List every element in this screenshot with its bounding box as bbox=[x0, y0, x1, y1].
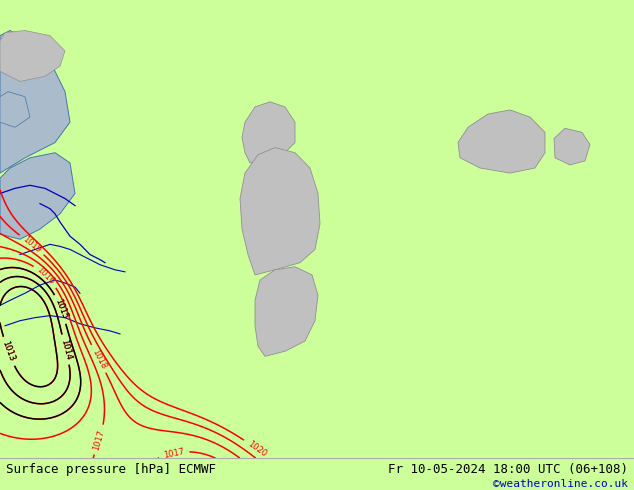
Text: 1015: 1015 bbox=[53, 298, 69, 320]
Text: 1020: 1020 bbox=[245, 439, 268, 459]
Polygon shape bbox=[255, 267, 318, 356]
Text: 1016: 1016 bbox=[35, 266, 56, 287]
Polygon shape bbox=[0, 30, 70, 173]
Text: 1014: 1014 bbox=[59, 338, 72, 361]
Polygon shape bbox=[554, 128, 590, 165]
Polygon shape bbox=[240, 147, 320, 275]
Polygon shape bbox=[0, 30, 65, 81]
Text: Fr 10-05-2024 18:00 UTC (06+108): Fr 10-05-2024 18:00 UTC (06+108) bbox=[387, 463, 628, 476]
Text: 1015: 1015 bbox=[53, 298, 69, 320]
Polygon shape bbox=[458, 110, 545, 173]
Text: 1014: 1014 bbox=[59, 338, 72, 361]
Text: 1017: 1017 bbox=[92, 428, 107, 451]
Text: 1013: 1013 bbox=[1, 340, 16, 363]
Polygon shape bbox=[0, 92, 30, 127]
Text: 1019: 1019 bbox=[21, 235, 43, 255]
Text: 1013: 1013 bbox=[1, 340, 16, 363]
Polygon shape bbox=[0, 153, 75, 239]
Text: 1017: 1017 bbox=[163, 447, 185, 460]
Polygon shape bbox=[242, 102, 295, 163]
Text: ©weatheronline.co.uk: ©weatheronline.co.uk bbox=[493, 479, 628, 489]
Text: 1018: 1018 bbox=[90, 347, 108, 370]
Text: Surface pressure [hPa] ECMWF: Surface pressure [hPa] ECMWF bbox=[6, 463, 216, 476]
